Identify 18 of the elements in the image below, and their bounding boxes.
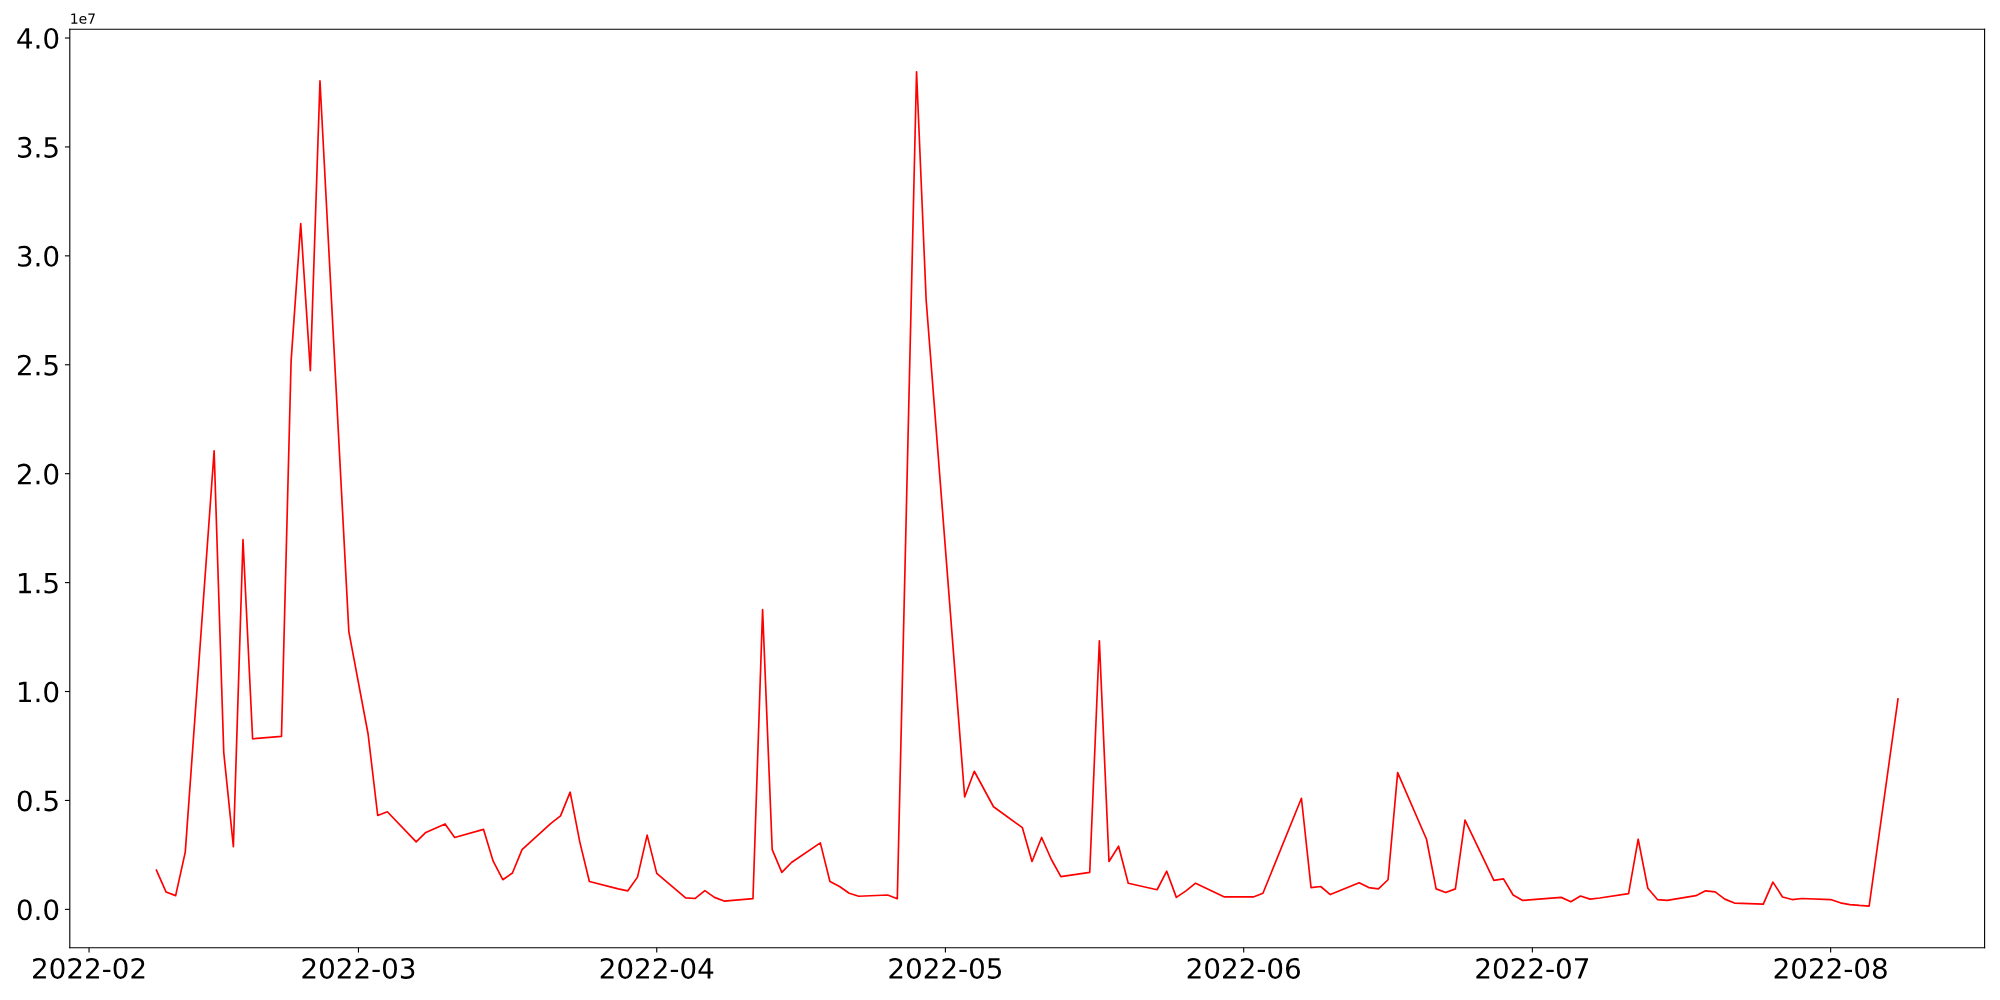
y-tick-label: 0.5 (17, 790, 58, 812)
y-tick-label: 0.0 (17, 899, 59, 921)
y-tick-label: 1.0 (18, 681, 59, 703)
x-tick-label: 2022-07 (1476, 957, 1589, 979)
x-tick-label: 2022-06 (1187, 957, 1300, 979)
x-tick-label: 2022-03 (302, 957, 415, 979)
y-tick-label: 1.5 (18, 572, 58, 594)
y-tick-label: 3.5 (18, 136, 58, 158)
y-tick-label: 2.5 (17, 354, 58, 376)
y-tick-label: 4.0 (17, 27, 59, 49)
y-tick-label: 3.0 (18, 245, 59, 267)
x-tick-label: 2022-05 (889, 957, 1002, 979)
line-series (155, 70, 1899, 907)
text: 1e7 (71, 13, 95, 24)
x-tick-label: 2022-02 (33, 957, 145, 979)
y-tick-label: 2.0 (17, 463, 59, 485)
x-tick-label: 2022-08 (1774, 957, 1887, 979)
x-tick-label: 2022-04 (600, 957, 714, 979)
